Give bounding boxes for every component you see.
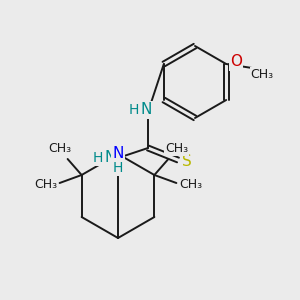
- Text: H: H: [113, 161, 123, 175]
- Text: O: O: [230, 55, 242, 70]
- Text: CH₃: CH₃: [34, 178, 57, 191]
- Text: N: N: [140, 103, 152, 118]
- Text: S: S: [182, 154, 192, 169]
- Text: CH₃: CH₃: [179, 178, 202, 191]
- Text: H: H: [129, 103, 139, 117]
- Text: CH₃: CH₃: [250, 68, 274, 80]
- Text: CH₃: CH₃: [165, 142, 188, 155]
- Text: CH₃: CH₃: [48, 142, 71, 155]
- Text: N: N: [112, 146, 124, 161]
- Text: H: H: [93, 151, 103, 165]
- Text: N: N: [104, 151, 116, 166]
